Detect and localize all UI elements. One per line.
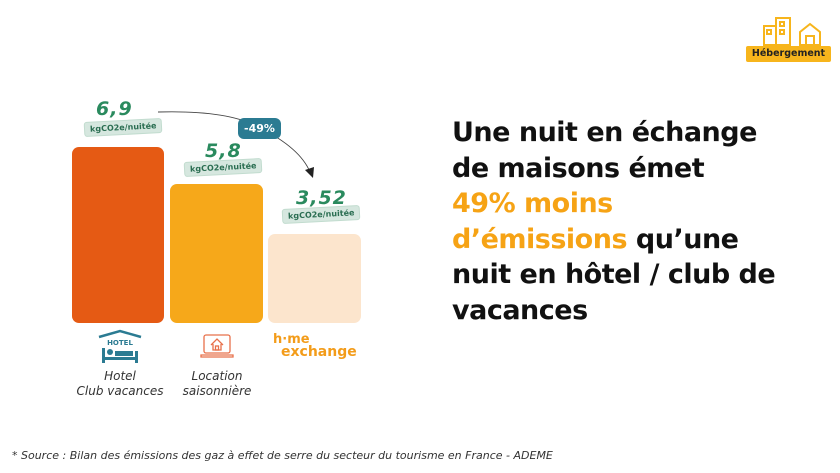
- hotel-bed-icon: HOTEL: [98, 329, 142, 363]
- bar-homeexchange: [268, 234, 361, 323]
- value-hotel: 6,9: [96, 98, 133, 120]
- reduction-badge: -49%: [238, 118, 281, 139]
- laptop-house-icon: [200, 334, 234, 358]
- reduction-arrow-icon: [157, 111, 314, 178]
- value-homeexchange: 3,52: [296, 187, 347, 209]
- unit-homeexchange: kgCO2e/nuitée: [281, 204, 361, 225]
- homeexchange-logo: h·me exchange: [273, 332, 357, 360]
- svg-text:HOTEL: HOTEL: [107, 339, 133, 347]
- bar-location: [170, 184, 263, 323]
- accommodation-icon: [763, 17, 821, 46]
- label-hotel: Hotel Club vacances: [76, 369, 164, 398]
- label-location: Location saisonnière: [182, 369, 252, 398]
- bar-hotel: [72, 147, 164, 323]
- source-note: * Source : Bilan des émissions des gaz à…: [12, 449, 553, 462]
- headline: Une nuit en échange de maisons émet 49% …: [452, 117, 776, 326]
- category-tag: Hébergement: [746, 46, 831, 62]
- value-location: 5,8: [205, 140, 242, 162]
